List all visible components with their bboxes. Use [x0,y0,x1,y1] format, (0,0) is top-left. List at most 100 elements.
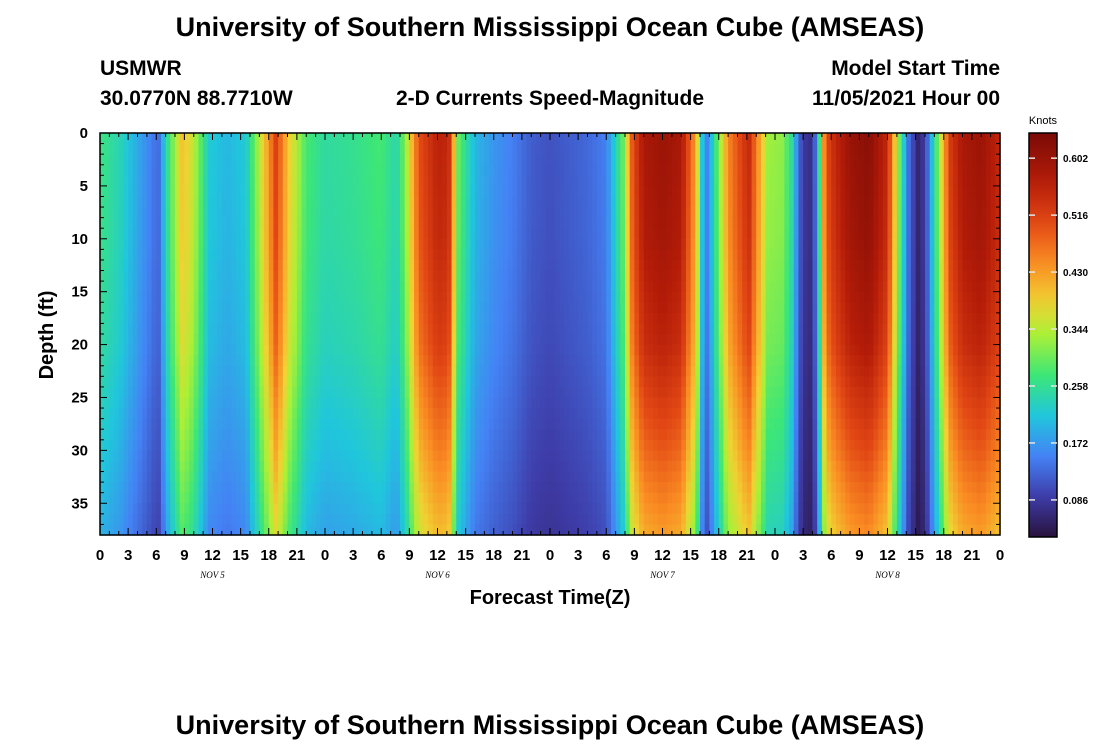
heatmap-cell [423,397,429,409]
heatmap-cell [625,365,631,377]
heatmap-cell [414,270,420,282]
heatmap-cell [367,376,373,388]
heatmap-cell [582,323,589,335]
heatmap-cell [714,228,720,240]
heatmap-cell [273,270,279,282]
heatmap-cell [685,471,692,483]
heatmap-cell [151,217,157,229]
heatmap-cell [531,418,537,430]
heatmap-cell [259,175,265,187]
heatmap-cell [404,471,410,483]
heatmap-cell [432,492,439,504]
heatmap-cell [100,133,106,145]
heatmap-cell [681,471,687,483]
heatmap-cell [493,344,500,356]
heatmap-cell [432,154,439,166]
heatmap-cell [704,238,710,250]
heatmap-cell [550,217,556,229]
heatmap-cell [362,334,368,346]
heatmap-cell [123,524,129,536]
heatmap-cell [142,196,148,208]
heatmap-cell [381,492,387,504]
heatmap-cell [564,259,570,272]
heatmap-cell [493,185,500,198]
heatmap-cell [179,439,185,451]
heatmap-cell [676,207,682,219]
heatmap-cell [385,238,392,250]
heatmap-cell [273,196,279,208]
heatmap-cell [376,143,382,155]
heatmap-cell [381,207,387,219]
heatmap-cell [348,259,354,272]
heatmap-cell [550,249,556,261]
heatmap-cell [446,524,453,536]
heatmap-cell [456,365,462,377]
heatmap-cell [109,386,115,399]
heatmap-cell [278,154,284,166]
heatmap-cell [685,249,692,261]
heatmap-cell [292,164,298,176]
heatmap-cell [400,460,406,473]
heatmap-cell [217,471,223,483]
heatmap-cell [470,355,476,367]
heatmap-cell [685,217,692,229]
heatmap-cell [582,154,589,166]
heatmap-cell [582,418,589,430]
heatmap-cell [540,249,546,261]
heatmap-cell [625,334,631,346]
heatmap-cell [250,513,256,526]
heatmap-cell [517,259,523,272]
heatmap-cell [460,228,467,240]
heatmap-cell [475,312,481,325]
heatmap-cell [456,217,462,229]
heatmap-cell [189,365,195,377]
heatmap-cell [489,471,495,483]
heatmap-cell [353,471,359,483]
heatmap-cell [325,281,331,293]
heatmap-cell [104,238,110,250]
heatmap-cell [409,185,415,198]
heatmap-cell [685,175,692,187]
heatmap-cell [357,471,364,483]
heatmap-cell [325,355,331,367]
heatmap-cell [146,175,153,187]
heatmap-cell [296,503,303,515]
heatmap-cell [442,376,448,388]
heatmap-cell [629,249,635,261]
heatmap-cell [268,302,275,314]
heatmap-cell [132,207,139,219]
heatmap-cell [381,133,387,145]
heatmap-cell [671,439,678,451]
heatmap-cell [634,376,640,388]
heatmap-cell [146,334,153,346]
heatmap-cell [193,323,200,335]
heatmap-cell [498,386,504,399]
heatmap-cell [203,355,209,367]
heatmap-cell [179,207,185,219]
heatmap-cell [676,312,682,325]
heatmap-cell [667,492,673,504]
heatmap-cell [104,249,110,261]
heatmap-cell [132,154,139,166]
heatmap-cell [207,217,214,229]
heatmap-cell [629,164,635,176]
heatmap-cell [610,429,617,441]
heatmap-cell [582,460,589,473]
heatmap-cell [104,164,110,176]
heatmap-cell [128,344,134,356]
heatmap-cell [489,524,495,536]
heatmap-cell [456,408,462,420]
heatmap-cell [193,376,200,388]
heatmap-cell [704,228,710,240]
heatmap-cell [409,482,415,494]
heatmap-cell [385,450,392,462]
heatmap-cell [240,365,246,377]
heatmap-cell [475,418,481,430]
heatmap-cell [587,344,593,356]
heatmap-cell [132,397,139,409]
heatmap-cell [306,471,312,483]
heatmap-cell [193,259,200,272]
heatmap-cell [292,270,298,282]
heatmap-cell [142,482,148,494]
heatmap-cell [104,429,110,441]
